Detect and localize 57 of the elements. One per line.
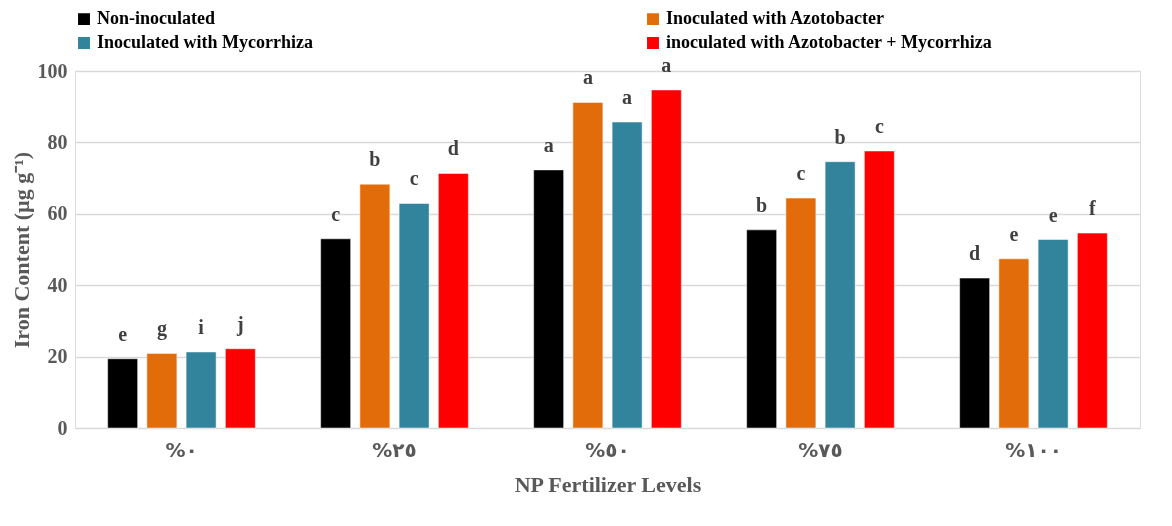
data-label: a: [622, 86, 633, 109]
data-label: c: [796, 162, 806, 185]
y-axis-title: Iron Content (µg g⁻¹): [8, 151, 34, 349]
data-label: a: [661, 53, 672, 76]
data-label: d: [447, 137, 459, 160]
bar: [611, 121, 643, 429]
data-label: j: [236, 312, 244, 336]
bar: [824, 161, 856, 429]
bar: [320, 238, 351, 429]
x-axis-title: NP Fertilizer Levels: [514, 471, 702, 497]
bar: [107, 358, 138, 429]
bar: [185, 351, 217, 429]
y-tick-label: 60: [47, 202, 68, 225]
bar: [572, 102, 604, 429]
bar: [359, 183, 391, 429]
y-tick-label: 40: [47, 273, 68, 296]
bar: [785, 197, 817, 429]
data-label: e: [1009, 222, 1019, 245]
data-label: d: [969, 242, 981, 265]
data-label: a: [582, 66, 593, 89]
data-label: b: [369, 148, 381, 171]
data-label: i: [198, 315, 205, 338]
x-tick-label: %٥٠: [585, 437, 630, 462]
bar: [1037, 239, 1069, 429]
bar: [746, 229, 777, 429]
bar: [959, 277, 990, 429]
x-tick-label: %١٠٠: [1005, 437, 1062, 462]
legend-label: Inoculated with Mycorrhiza: [97, 32, 313, 52]
x-tick-label: %٢٥: [372, 437, 417, 462]
bar: [533, 169, 564, 429]
data-label: a: [543, 133, 554, 156]
data-label: e: [1048, 203, 1058, 226]
bar: [398, 203, 430, 429]
legend-label: inoculated with Azotobacter + Mycorrhiza: [666, 32, 992, 52]
data-label: e: [118, 322, 128, 345]
y-tick-label: 0: [57, 416, 68, 439]
data-label: c: [409, 167, 419, 190]
data-label: c: [331, 202, 341, 225]
bar: [651, 89, 682, 429]
bar: [438, 173, 469, 429]
x-tick-label: %٠: [165, 437, 198, 462]
data-label: f: [1089, 197, 1097, 220]
legend-label: Non-inoculated: [97, 8, 216, 29]
bar: [864, 150, 895, 429]
y-tick-label: 80: [47, 130, 68, 153]
data-label: b: [834, 125, 846, 148]
y-tick-label: 100: [37, 59, 68, 82]
data-label: c: [874, 114, 884, 137]
data-label: g: [156, 317, 167, 341]
bar: [998, 258, 1030, 429]
bar: [225, 348, 256, 429]
y-tick-label: 20: [47, 345, 68, 368]
bar: [146, 353, 178, 429]
bar: [1077, 232, 1108, 429]
data-label: b: [756, 193, 768, 216]
x-tick-label: %٧٥: [798, 437, 843, 462]
legend-label: Inoculated with Azotobacter: [666, 8, 884, 29]
